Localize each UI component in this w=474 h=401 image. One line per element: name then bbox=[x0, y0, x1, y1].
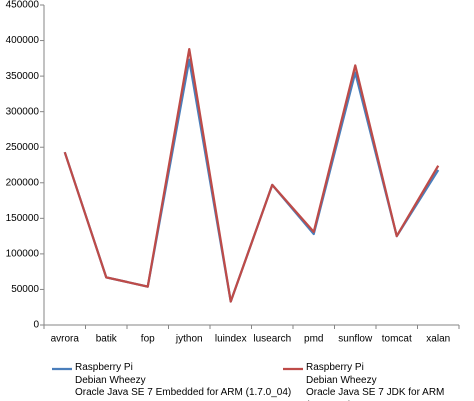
series-line bbox=[63, 47, 440, 303]
y-tick-label: 450000 bbox=[6, 0, 40, 11]
y-tick-label: 50000 bbox=[11, 284, 39, 295]
y-tick-label: 100000 bbox=[6, 249, 40, 260]
y-tick-label: 350000 bbox=[6, 71, 40, 82]
x-tick-label: lusearch bbox=[253, 334, 291, 345]
x-tick-label: tomcat bbox=[382, 334, 412, 345]
legend-label: Raspberry Pi Debian Wheezy Oracle Java S… bbox=[306, 362, 445, 401]
x-tick-label: pmd bbox=[304, 334, 323, 345]
x-tick-label: xalan bbox=[426, 334, 450, 345]
y-tick-label: 400000 bbox=[6, 35, 40, 46]
x-tick-label: sunflow bbox=[338, 334, 373, 345]
x-tick-label: luindex bbox=[215, 334, 247, 345]
x-tick-label: jython bbox=[175, 334, 203, 345]
x-tick-label: avrora bbox=[51, 334, 80, 345]
y-tick-label: 300000 bbox=[6, 106, 40, 117]
y-tick-label: 150000 bbox=[6, 213, 40, 224]
x-tick-label: fop bbox=[141, 334, 155, 345]
y-tick-label: 250000 bbox=[6, 142, 40, 153]
y-tick-label: 0 bbox=[33, 320, 39, 331]
legend-label: Raspberry Pi Debian Wheezy Oracle Java S… bbox=[75, 362, 292, 398]
x-tick-label: batik bbox=[96, 334, 118, 345]
y-tick-label: 200000 bbox=[6, 177, 40, 188]
